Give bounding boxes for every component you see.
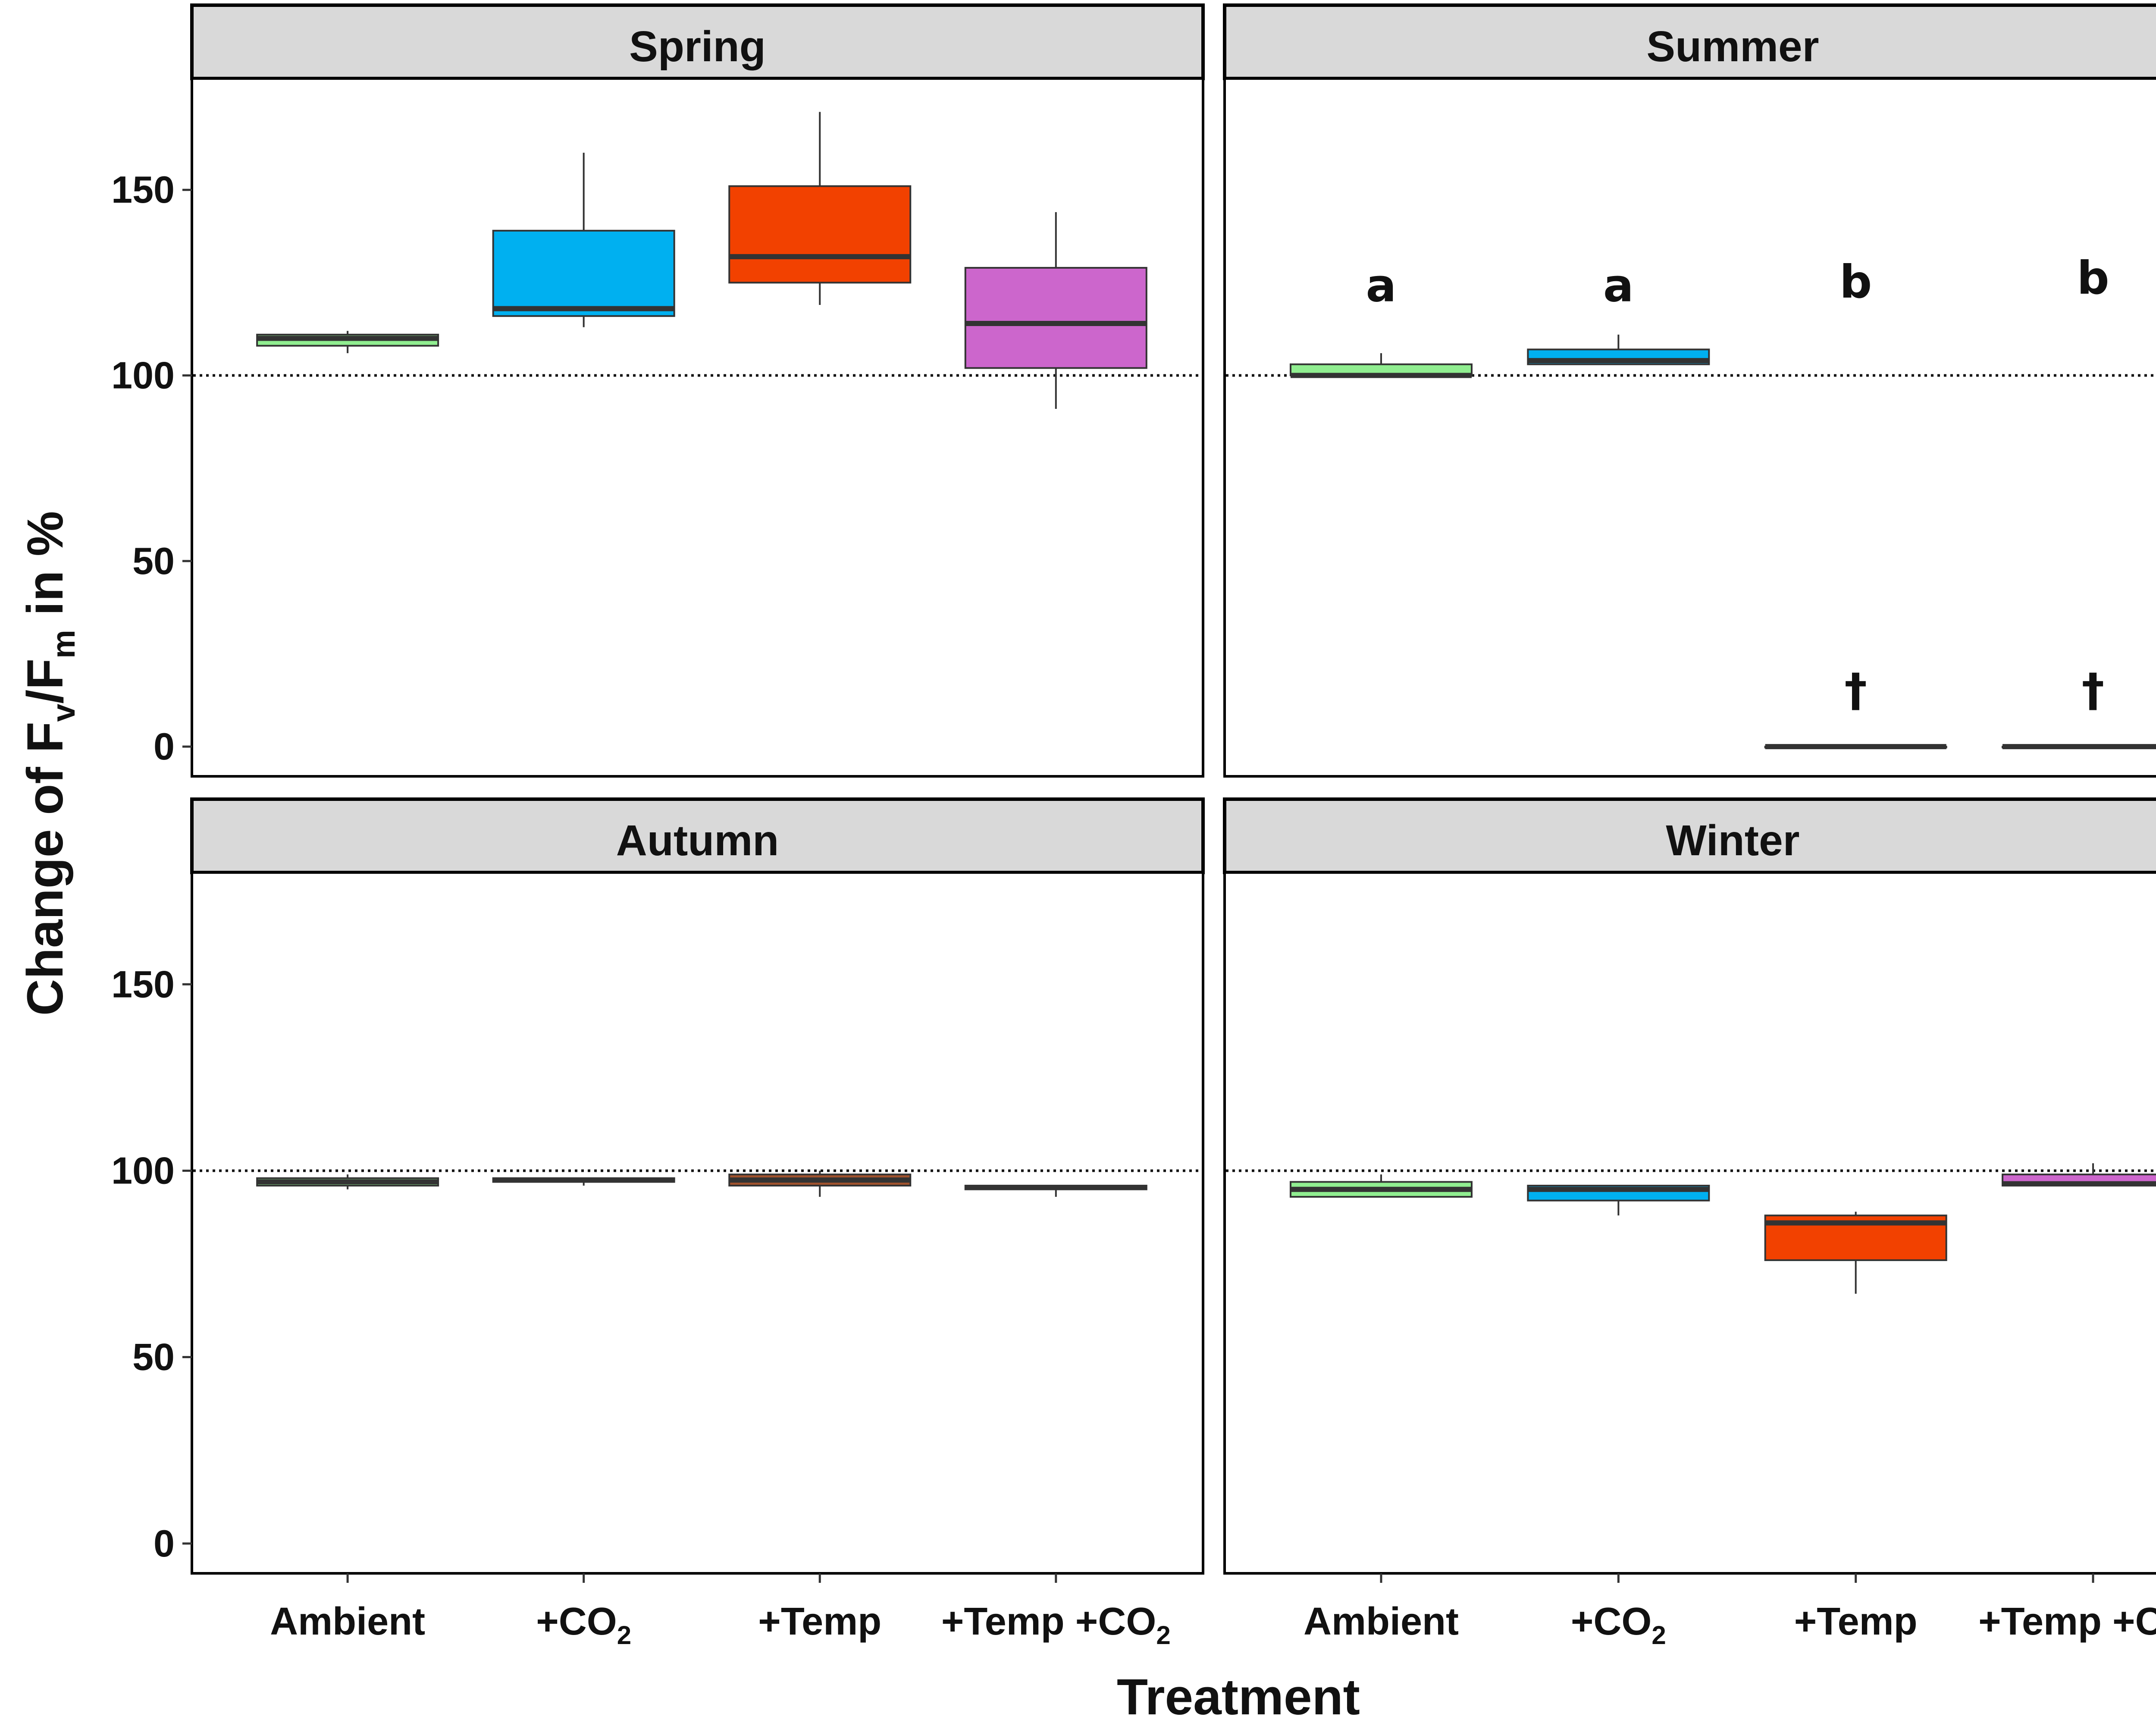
annotation-summer-3: b: [2077, 252, 2109, 304]
annotation-summer-1: a: [1603, 259, 1634, 312]
panel-frame-spring: [191, 77, 1204, 778]
annotation-summer-5: †: [2082, 664, 2105, 716]
panels-layer: Spring Summer a a b b † † Autumn Winter: [190, 3, 2156, 1575]
box-spring-co2: [492, 229, 675, 317]
x-tick-label-winter-0: Ambient: [1304, 1600, 1459, 1643]
y-tick-label-autumn-100: 100: [111, 1149, 175, 1192]
x-tick-label-autumn-2: +Temp: [758, 1600, 881, 1643]
y-tick-label-autumn-0: 0: [154, 1522, 175, 1565]
x-tick-label-winter-2: +Temp: [1794, 1600, 1918, 1643]
strip-title-spring: Spring: [629, 22, 766, 71]
x-tick-label-winter-3: +Temp +CO2: [1978, 1600, 2156, 1650]
y-tick-label-spring-0: 0: [154, 725, 175, 768]
box-spring-temp-co2: [964, 267, 1147, 369]
y-tick-label-autumn-50: 50: [132, 1336, 175, 1378]
annotation-summer-4: †: [1844, 664, 1867, 716]
strip-title-winter: Winter: [1666, 816, 1799, 865]
strip-spring: [190, 3, 1205, 80]
y-tick-label-autumn-150: 150: [111, 963, 175, 1005]
panel-frame-winter: [1223, 871, 2156, 1575]
strip-autumn: [190, 797, 1205, 874]
x-axis-title: Treatment: [1117, 1669, 1360, 1726]
panel-frame-autumn: [191, 871, 1204, 1575]
annotation-summer-2: b: [1839, 256, 1872, 308]
panel-frame-summer: [1223, 77, 2156, 778]
y-tick-label-spring-150: 150: [111, 168, 175, 211]
box-spring-temp: [728, 185, 912, 284]
annotation-summer-0: a: [1366, 259, 1397, 312]
x-tick-label-winter-1: +CO2: [1571, 1600, 1666, 1650]
y-tick-label-spring-50: 50: [132, 540, 175, 582]
x-tick-label-autumn-1: +CO2: [536, 1600, 631, 1650]
x-tick-label-autumn-0: Ambient: [270, 1600, 425, 1643]
axes-layer: 0 50 100 150 0 50 100 150 Ambient +CO2 +Temp +Temp …: [17, 168, 2156, 1726]
y-tick-label-spring-100: 100: [111, 354, 175, 397]
strip-winter: [1223, 797, 2156, 874]
x-tick-label-autumn-3: +Temp +CO2: [941, 1600, 1171, 1650]
y-axis-title: Change of Fv/Fm in %: [17, 511, 81, 1016]
strip-title-summer: Summer: [1646, 22, 1819, 71]
strip-title-autumn: Autumn: [616, 816, 779, 865]
